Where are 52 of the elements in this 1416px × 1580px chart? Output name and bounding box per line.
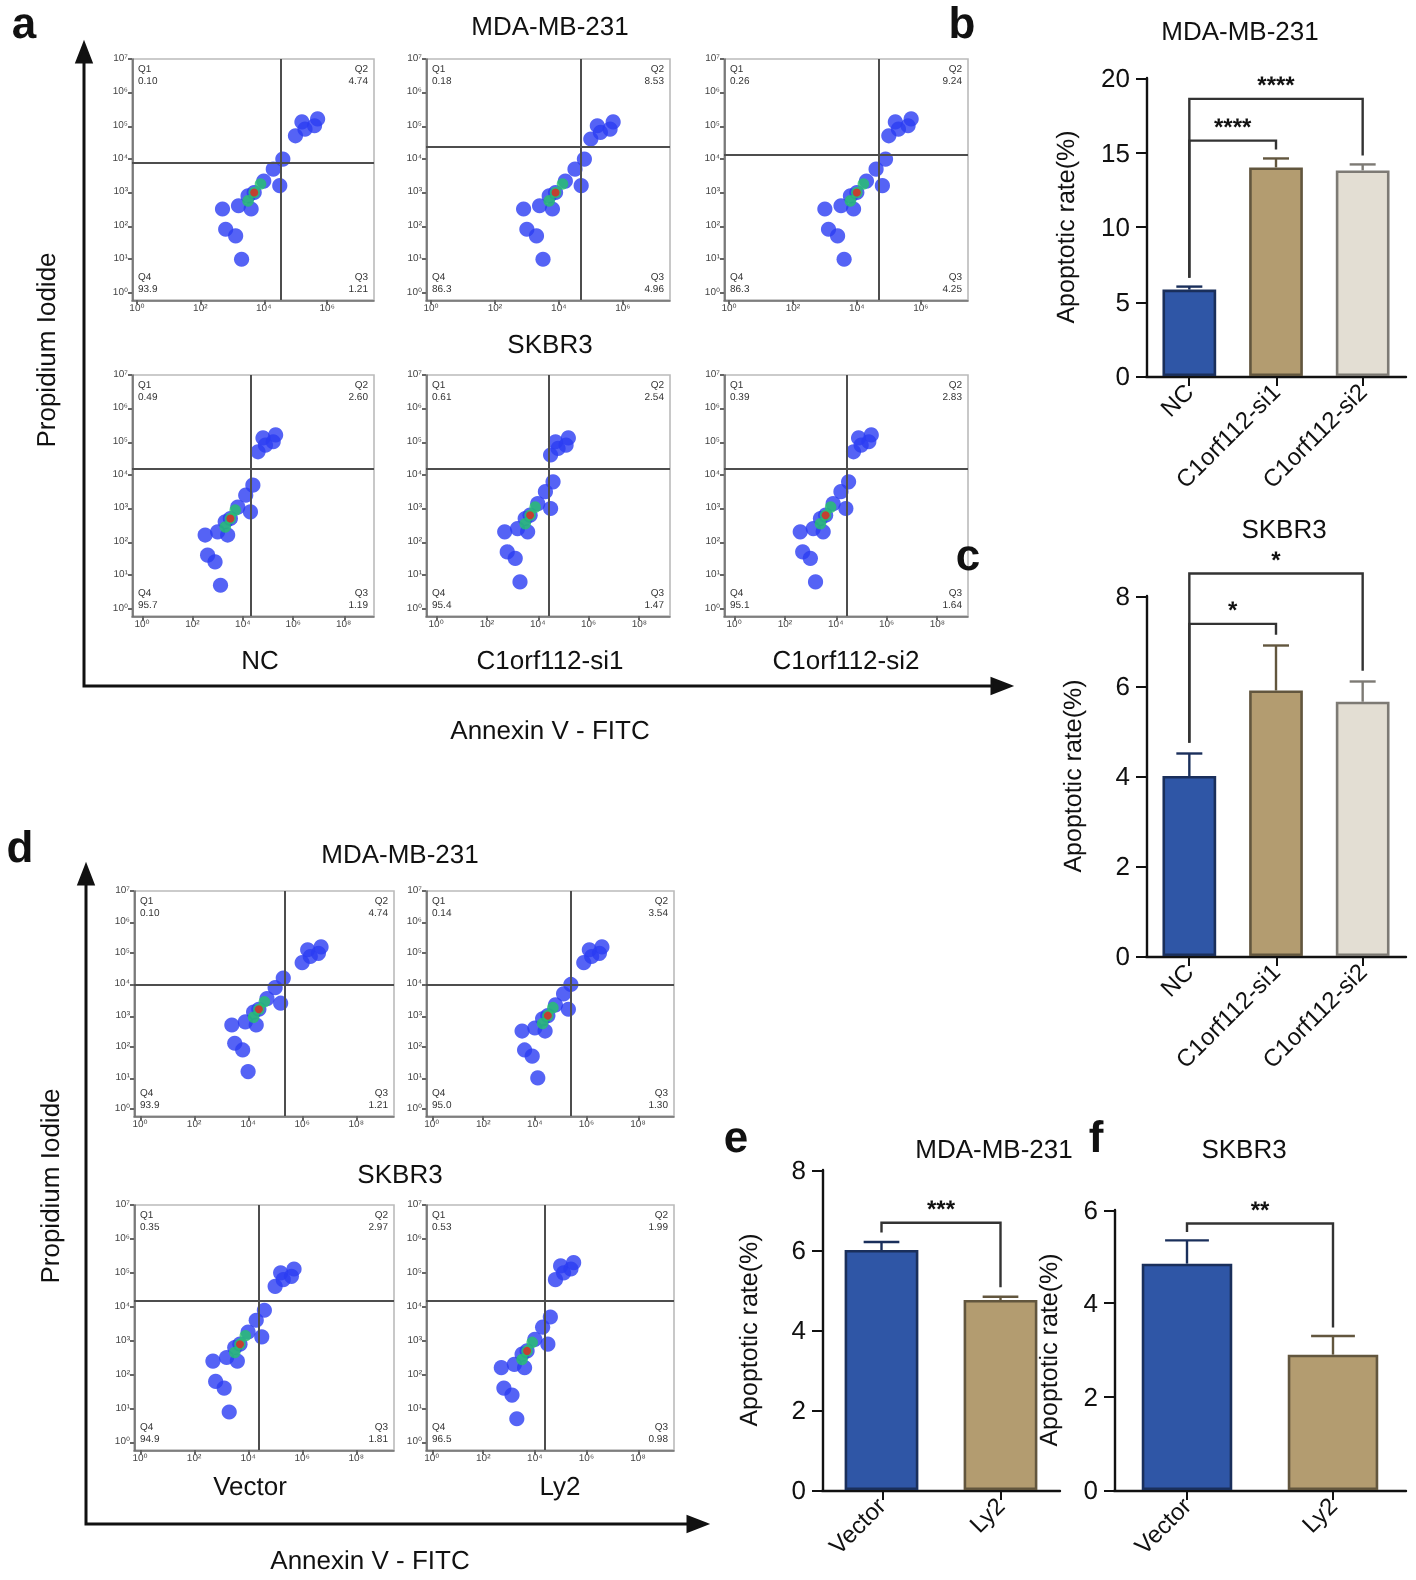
x-tick-label: Ly2 — [1296, 1491, 1344, 1539]
chart-title: MDA-MB-231 — [1161, 16, 1319, 46]
y-tick-label: 15 — [1101, 137, 1130, 168]
text: f — [1088, 1112, 1104, 1164]
y-axis-title: Apoptotic rate(%) — [1052, 130, 1081, 324]
annotation: c — [955, 530, 981, 582]
y-tick-label: 0 — [1083, 1475, 1098, 1505]
text: d — [6, 822, 34, 874]
y-tick-label: 2 — [1083, 1381, 1098, 1412]
y-tick-label: 8 — [1115, 581, 1130, 611]
y-tick-label: 0 — [791, 1475, 806, 1505]
y-tick-label: 6 — [1083, 1195, 1098, 1225]
chart-title: SKBR3 — [507, 329, 593, 359]
annotation: ** — [1250, 1195, 1270, 1224]
x-axis-title: Annexin V - FITC — [270, 1545, 470, 1575]
chart-title: SKBR3 — [1241, 514, 1327, 544]
y-tick-label: 10 — [1101, 212, 1130, 242]
y-axis-title: Apoptotic rate(%) — [735, 1233, 763, 1427]
x-axis-title: NC — [241, 645, 279, 675]
x-axis-title: C1orf112-si2 — [772, 645, 920, 675]
y-tick-label: 6 — [791, 1235, 806, 1265]
y-tick-label: 0 — [1115, 941, 1130, 971]
chart-title: SKBR3 — [357, 1159, 443, 1189]
y-tick-label: 5 — [1115, 286, 1130, 317]
y-tick-label: 20 — [1101, 63, 1130, 93]
y-tick-label: 6 — [1115, 671, 1130, 701]
y-axis-title: Propidium Iodide — [31, 252, 61, 448]
x-tick-label: Ly2 — [963, 1491, 1011, 1539]
chart-title: MDA-MB-231 — [471, 11, 629, 41]
y-tick-label: 2 — [1115, 851, 1130, 881]
chart-title: MDA-MB-231 — [321, 839, 479, 869]
y-tick-label: 0 — [1115, 361, 1130, 391]
y-tick-label: 4 — [1115, 761, 1130, 791]
chart-title: MDA-MB-231 — [915, 1134, 1073, 1164]
text: e — [723, 1112, 749, 1164]
y-tick-label: 4 — [791, 1315, 806, 1345]
y-axis-title: Apoptotic rate(%) — [1034, 1253, 1063, 1447]
y-tick-label: 8 — [791, 1155, 806, 1185]
text: b — [948, 0, 976, 50]
y-tick-label: 2 — [791, 1395, 806, 1425]
text: a — [11, 0, 37, 50]
annotation: * — [1227, 595, 1238, 624]
x-axis-title: C1orf112-si1 — [476, 645, 624, 675]
chart-title: SKBR3 — [1201, 1134, 1287, 1164]
y-axis-title: Apoptotic rate(%) — [1059, 679, 1087, 873]
x-axis-title: Annexin V - FITC — [450, 715, 650, 745]
y-axis-title: Propidium Iodide — [35, 1088, 65, 1284]
text: * — [1271, 545, 1282, 574]
annotation: *** — [926, 1194, 956, 1223]
y-tick-label: 4 — [1083, 1288, 1098, 1319]
annotation: **** — [1257, 70, 1296, 99]
annotation: **** — [1213, 112, 1252, 141]
